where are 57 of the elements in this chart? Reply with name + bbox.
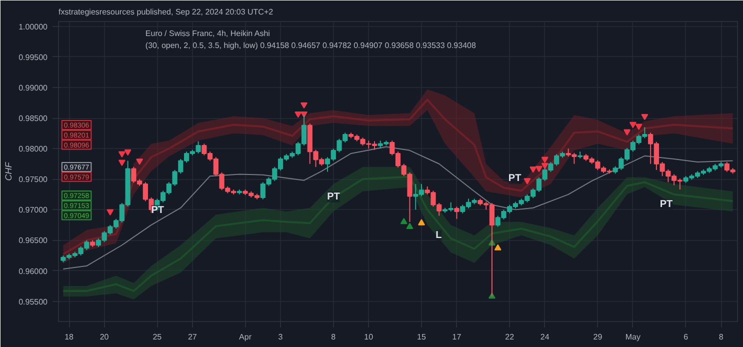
point bbox=[624, 129, 631, 136]
point bbox=[106, 209, 114, 216]
x-tick-label: 24 bbox=[540, 332, 550, 342]
point bbox=[400, 218, 408, 224]
point bbox=[124, 149, 132, 156]
y-tick-label: 0.98500 bbox=[18, 114, 48, 124]
annotation: L bbox=[436, 230, 442, 241]
text: Euro / Swiss Franc, 4h, Heikin Ashi bbox=[145, 29, 270, 38]
x-tick-label: Apr bbox=[239, 332, 252, 342]
x-tick-label: 8 bbox=[718, 332, 724, 342]
text: fxstrategiesresources published, Sep 22, 2024 20:03 UTC+2 bbox=[58, 8, 274, 16]
point bbox=[118, 160, 126, 166]
annotation: PT bbox=[327, 192, 340, 202]
y-axis-title: CHF bbox=[4, 162, 14, 181]
point bbox=[530, 166, 537, 173]
point bbox=[294, 112, 302, 118]
candlestick bbox=[454, 206, 460, 220]
point bbox=[541, 162, 548, 170]
point bbox=[641, 114, 648, 120]
point bbox=[629, 122, 636, 128]
x-tick-label: 6 bbox=[684, 332, 689, 342]
y-tick-label: 0.98000 bbox=[18, 144, 48, 154]
line-series bbox=[62, 146, 734, 270]
x-tick-label: 18 bbox=[64, 332, 74, 342]
point bbox=[541, 156, 548, 163]
x-tick-label: 25 bbox=[152, 332, 162, 342]
x-tick-label: 22 bbox=[505, 332, 515, 342]
point bbox=[418, 219, 425, 226]
x-tick-label: 20 bbox=[100, 332, 110, 342]
x-tick-label: May bbox=[625, 332, 641, 342]
point bbox=[118, 151, 126, 158]
point bbox=[300, 102, 308, 109]
point bbox=[406, 222, 414, 230]
y-tick-label: 0.96000 bbox=[18, 266, 48, 276]
x-tick-label: 8 bbox=[331, 332, 336, 342]
text: (30, open, 2, 0.5, 3.5, high, low) 0.94158 0.94657 0.94782 0.94907 0.93658 0.93533 0.93408 bbox=[145, 41, 476, 50]
x-tick-label: 3 bbox=[278, 332, 284, 342]
annotation: PT bbox=[660, 199, 673, 210]
y-tick-label: 0.97500 bbox=[18, 175, 48, 184]
x-tick-label: 27 bbox=[188, 332, 198, 342]
x-tick-label: 15 bbox=[417, 332, 426, 342]
point bbox=[535, 166, 542, 172]
point bbox=[635, 124, 642, 130]
y-tick-label: 0.99500 bbox=[18, 52, 48, 62]
annotation: PT bbox=[508, 173, 522, 184]
y-tick-label: 1.00000 bbox=[18, 22, 48, 32]
x-tick-label: 29 bbox=[593, 332, 603, 342]
point bbox=[524, 178, 531, 184]
y-tick-label: 0.99000 bbox=[18, 83, 48, 92]
x-tick-label: 17 bbox=[452, 332, 462, 342]
x-tick-label: 10 bbox=[364, 332, 374, 342]
y-tick-label: 0.97000 bbox=[18, 206, 48, 215]
y-tick-label: 0.95500 bbox=[18, 297, 48, 306]
point bbox=[136, 158, 144, 165]
y-tick-label: 0.96500 bbox=[18, 236, 48, 246]
point bbox=[494, 244, 502, 250]
annotation: PT bbox=[151, 205, 164, 216]
